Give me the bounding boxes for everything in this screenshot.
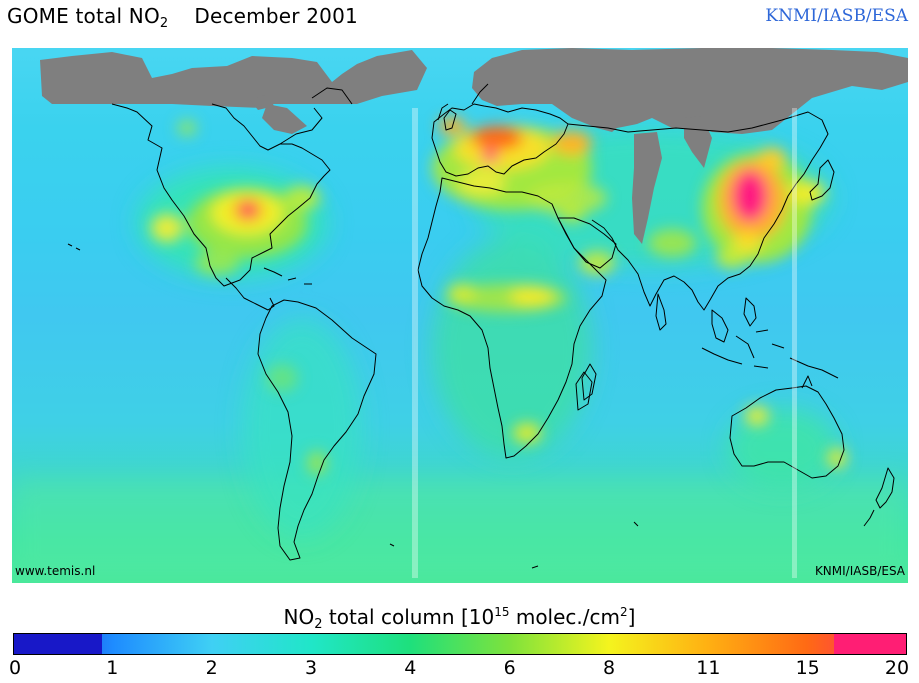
credit-text: KNMI/IASB/ESA <box>765 6 908 26</box>
colorbar-title-pre: NO <box>283 605 315 629</box>
title-date: December 2001 <box>194 4 358 28</box>
southern-ocean-band <box>12 478 908 583</box>
colorbar-svg <box>14 634 906 654</box>
colorbar-tick-label: 6 <box>503 657 516 679</box>
colorbar-title-end: ] <box>627 605 636 629</box>
colorbar-tick-label: 3 <box>304 657 318 679</box>
world-map: www.temis.nl KNMI/IASB/ESA <box>12 48 908 583</box>
world-map-svg <box>12 48 908 583</box>
colorbar <box>13 633 907 655</box>
website-label: www.temis.nl <box>15 564 96 578</box>
colorbar-low-end <box>14 634 102 654</box>
map-title: GOME total NO2 December 2001 <box>7 4 358 36</box>
map-credit-label: KNMI/IASB/ESA <box>814 564 905 578</box>
colorbar-tick-label: 1 <box>106 657 119 679</box>
coastline-asia <box>567 111 829 311</box>
colorbar-title-sup2: 2 <box>620 605 628 619</box>
colorbar-title-sup: 15 <box>494 605 510 619</box>
colorbar-title: NO2 total column [1015 molec./cm2] <box>0 600 919 637</box>
title-main: GOME total NO <box>7 4 160 28</box>
orbit-gap-streaks <box>412 108 797 578</box>
colorbar-gradient <box>14 634 906 654</box>
colorbar-title-mid: total column [10 <box>322 605 495 629</box>
missing-data-mask <box>40 48 908 244</box>
colorbar-tick-label: 20 <box>884 657 910 679</box>
title-subscript: 2 <box>159 16 169 31</box>
colorbar-tick-label: 15 <box>795 657 820 679</box>
colorbar-title-unit: molec./cm <box>509 605 620 629</box>
colorbar-tick-label: 4 <box>404 657 417 679</box>
colorbar-tick-label: 11 <box>696 657 721 679</box>
coastline-south-america <box>257 299 377 561</box>
coastline-north-america <box>111 103 331 287</box>
colorbar-title-sub: 2 <box>314 617 323 632</box>
coastline-africa <box>417 177 607 459</box>
coastline-europe <box>431 103 569 177</box>
coastline-australia <box>729 385 845 479</box>
colorbar-tick-label: 0 <box>8 657 22 679</box>
no2-hotspots <box>151 118 847 475</box>
colorbar-high-end <box>834 634 906 654</box>
colorbar-tick-label: 2 <box>205 657 218 679</box>
coastlines <box>67 83 895 569</box>
colorbar-tick-label: 8 <box>602 657 616 679</box>
